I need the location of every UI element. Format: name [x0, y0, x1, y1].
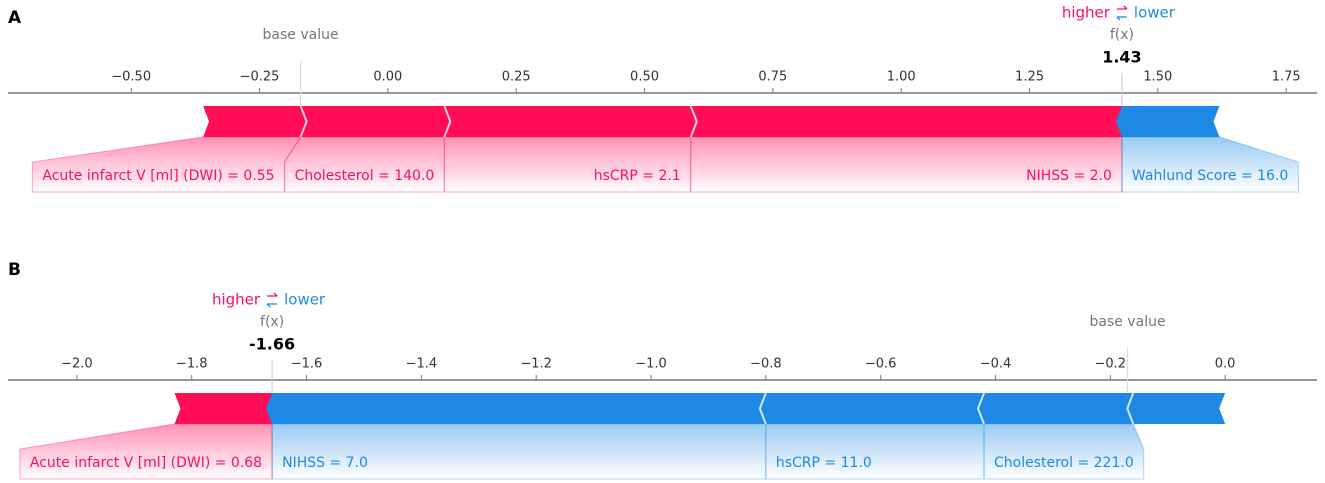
- x-tick-label: −0.4: [980, 357, 1012, 372]
- x-tick-label: −0.6: [865, 357, 897, 372]
- arrow-icon: [1116, 5, 1128, 10]
- x-tick-label: 1.25: [1015, 70, 1044, 85]
- x-tick-label: 0.75: [758, 70, 787, 85]
- force-segment: [759, 393, 985, 424]
- arrow-icon: [1116, 16, 1127, 21]
- panel-label: A: [8, 8, 22, 28]
- connectors: [31, 136, 1299, 193]
- x-tick-label: −1.0: [635, 357, 667, 372]
- output-value: -1.66: [249, 335, 295, 354]
- higher-label: higher: [1062, 4, 1111, 22]
- x-tick-label: 0.50: [630, 70, 659, 85]
- segment-separator: [299, 105, 308, 138]
- force-segment: [444, 106, 697, 137]
- x-tick-label: 0.0: [1215, 357, 1236, 372]
- force-segment: [203, 106, 307, 137]
- base-value-label: base value: [263, 27, 339, 43]
- x-tick-label: −1.6: [291, 357, 323, 372]
- lower-label: lower: [284, 291, 326, 309]
- force-segment: [266, 393, 766, 424]
- feature-label: hsCRP = 11.0: [776, 455, 872, 471]
- arrow-icon: [266, 303, 278, 308]
- segment-separator: [1126, 392, 1135, 425]
- x-tick-label: −1.8: [176, 357, 208, 372]
- x-tick-label: −0.8: [750, 357, 782, 372]
- x-tick-label: 1.00: [887, 70, 916, 85]
- output-label: f(x): [260, 314, 284, 330]
- segment-separator: [758, 392, 767, 425]
- base-value-label: base value: [1090, 314, 1166, 330]
- x-tick-label: 0.00: [373, 70, 402, 85]
- feature-label: Acute infarct V [ml] (DWI) = 0.68: [30, 455, 262, 471]
- force-segment: [690, 106, 1128, 137]
- x-tick-label: 0.25: [502, 70, 531, 85]
- force-segment: [978, 393, 1134, 424]
- x-tick-label: −0.50: [111, 70, 151, 85]
- x-tick-label: −1.4: [406, 357, 438, 372]
- feature-label: hsCRP = 2.1: [594, 168, 681, 184]
- force-segment: [1115, 106, 1220, 137]
- x-tick-label: −2.0: [61, 357, 93, 372]
- arrow-icon: [267, 292, 278, 297]
- higher-label: higher: [212, 291, 261, 309]
- feature-label: Acute infarct V [ml] (DWI) = 0.55: [42, 168, 274, 184]
- force-segment: [300, 106, 451, 137]
- feature-label: Cholesterol = 221.0: [994, 455, 1134, 471]
- feature-label: Wahlund Score = 16.0: [1132, 168, 1288, 184]
- panel-label: B: [8, 260, 21, 280]
- x-tick-label: 1.75: [1272, 70, 1301, 85]
- segment-separator: [689, 105, 698, 138]
- segment-separator: [976, 392, 985, 425]
- x-tick-label: 1.50: [1143, 70, 1172, 85]
- x-tick-label: −0.2: [1095, 357, 1127, 372]
- feature-label: Cholesterol = 140.0: [295, 168, 435, 184]
- force-segment: [1127, 393, 1226, 424]
- x-tick-label: −1.2: [520, 357, 552, 372]
- lower-label: lower: [1134, 4, 1176, 22]
- feature-label: NIHSS = 7.0: [282, 455, 368, 471]
- output-label: f(x): [1110, 27, 1134, 43]
- segment-separator: [443, 105, 452, 138]
- connectors: [19, 423, 1145, 480]
- x-tick-label: −0.25: [240, 70, 280, 85]
- output-value: 1.43: [1102, 48, 1141, 67]
- force-segment: [174, 393, 279, 424]
- feature-label: NIHSS = 2.0: [1026, 168, 1112, 184]
